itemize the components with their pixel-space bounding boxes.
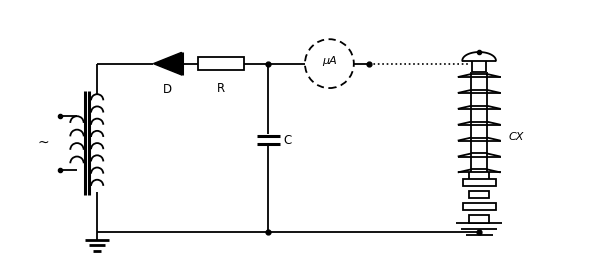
Bar xyxy=(463,203,496,210)
Text: ~: ~ xyxy=(38,136,49,150)
Text: R: R xyxy=(217,82,225,95)
Bar xyxy=(469,191,490,198)
Bar xyxy=(463,178,496,186)
Text: CΧ: CΧ xyxy=(508,132,524,142)
Bar xyxy=(469,215,490,223)
Polygon shape xyxy=(153,52,182,75)
Bar xyxy=(198,57,244,70)
Text: μA: μA xyxy=(322,56,337,66)
Text: D: D xyxy=(163,83,172,96)
Text: C: C xyxy=(283,134,292,147)
